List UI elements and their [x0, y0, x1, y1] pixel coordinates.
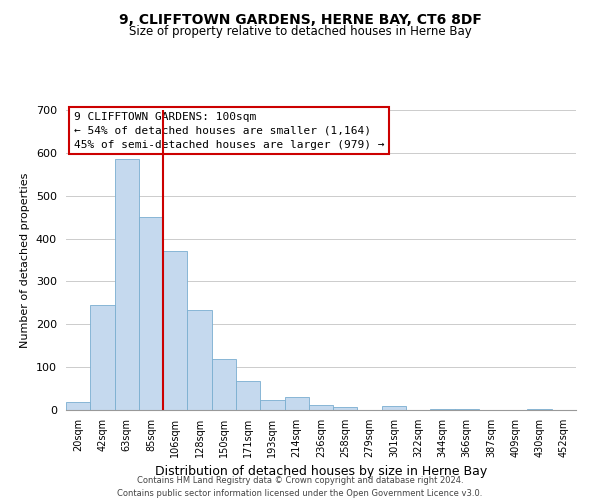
Text: Size of property relative to detached houses in Herne Bay: Size of property relative to detached ho… [128, 25, 472, 38]
Bar [236, 382, 260, 410]
Bar [115, 160, 139, 410]
Text: 9 CLIFFTOWN GARDENS: 100sqm
← 54% of detached houses are smaller (1,164)
45% of : 9 CLIFFTOWN GARDENS: 100sqm ← 54% of det… [74, 112, 384, 150]
Bar [187, 310, 212, 410]
Bar [66, 402, 90, 410]
Bar [527, 409, 552, 410]
Bar [139, 217, 163, 410]
Bar [90, 305, 115, 410]
Text: Contains HM Land Registry data © Crown copyright and database right 2024.
Contai: Contains HM Land Registry data © Crown c… [118, 476, 482, 498]
Bar [430, 408, 455, 410]
Bar [382, 406, 406, 410]
Bar [212, 358, 236, 410]
Bar [163, 252, 187, 410]
Bar [333, 406, 358, 410]
Bar [260, 400, 284, 410]
Text: Distribution of detached houses by size in Herne Bay: Distribution of detached houses by size … [155, 464, 487, 477]
Text: 9, CLIFFTOWN GARDENS, HERNE BAY, CT6 8DF: 9, CLIFFTOWN GARDENS, HERNE BAY, CT6 8DF [119, 12, 481, 26]
Bar [309, 405, 333, 410]
Bar [455, 408, 479, 410]
Bar [284, 397, 309, 410]
Y-axis label: Number of detached properties: Number of detached properties [20, 172, 30, 348]
